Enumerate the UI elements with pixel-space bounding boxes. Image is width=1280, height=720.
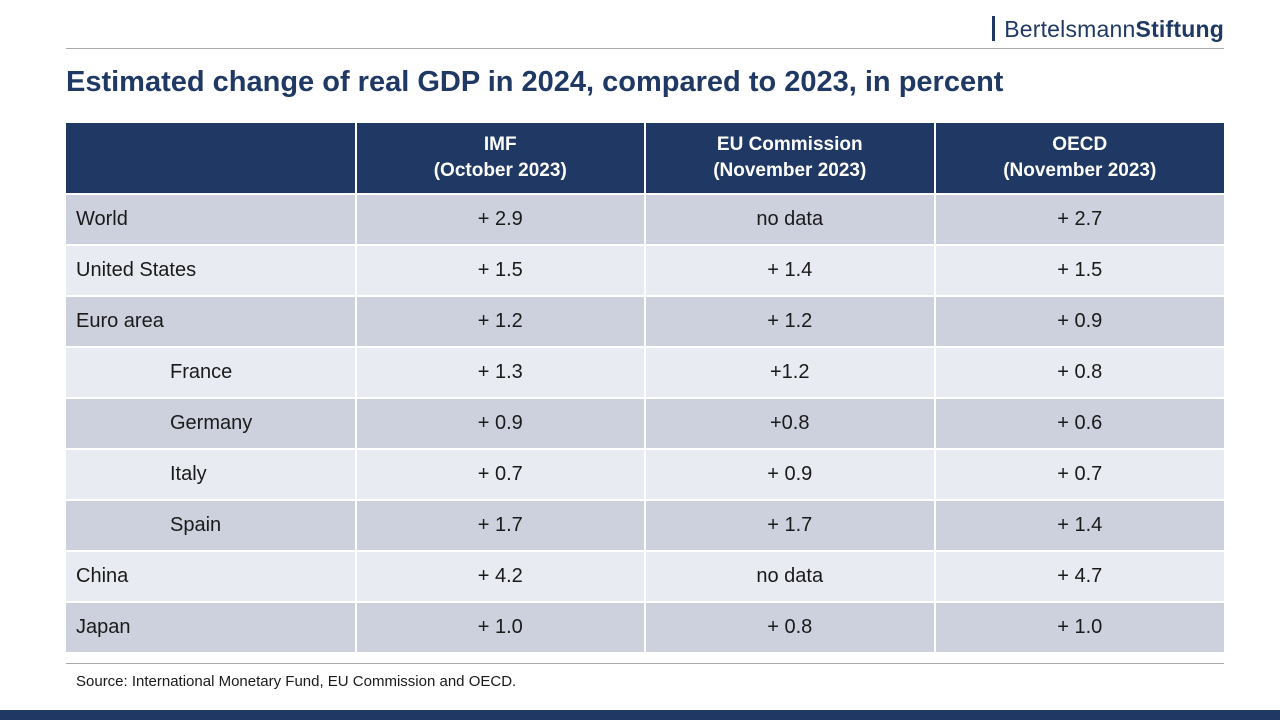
- cell-value: + 4.7: [933, 549, 1224, 602]
- table-body: World + 2.9 no data + 2.7 United States …: [66, 192, 1224, 652]
- table-row-germany: Germany + 0.9 +0.8 + 0.6: [66, 396, 1224, 449]
- cell-value: + 0.9: [644, 447, 935, 500]
- bertelsmann-stiftung-logo: BertelsmannStiftung: [992, 16, 1224, 43]
- column-header-eu-commission: EU Commission (November 2023): [644, 123, 935, 194]
- logo-text-regular: Bertelsmann: [1004, 16, 1136, 42]
- cell-value: + 1.5: [354, 243, 645, 296]
- column-header-imf: IMF (October 2023): [354, 123, 645, 194]
- row-label: Italy: [66, 447, 356, 500]
- bottom-accent-bar: [0, 710, 1280, 720]
- row-label: France: [66, 345, 356, 398]
- column-header-line1: OECD: [1052, 134, 1108, 156]
- cell-value: + 0.8: [644, 600, 935, 652]
- table-row-euro-area: Euro area + 1.2 + 1.2 + 0.9: [66, 294, 1224, 347]
- column-header-line1: IMF: [483, 134, 517, 156]
- row-label: United States: [66, 243, 356, 296]
- table-row-world: World + 2.9 no data + 2.7: [66, 192, 1224, 245]
- cell-value: + 1.7: [354, 498, 645, 551]
- column-header-line2: (October 2023): [433, 159, 567, 181]
- table-row-italy: Italy + 0.7 + 0.9 + 0.7: [66, 447, 1224, 500]
- cell-value: +1.2: [644, 345, 935, 398]
- cell-value: + 1.4: [933, 498, 1224, 551]
- cell-value: + 0.8: [933, 345, 1224, 398]
- table-header: IMF (October 2023) EU Commission (Novemb…: [66, 123, 1224, 194]
- cell-value: + 1.4: [644, 243, 935, 296]
- row-label: Germany: [66, 396, 356, 449]
- cell-value: + 2.7: [933, 192, 1224, 245]
- slide-content: BertelsmannStiftung Estimated change of …: [66, 0, 1224, 690]
- cell-value: + 2.9: [354, 192, 645, 245]
- cell-value: + 1.7: [644, 498, 935, 551]
- cell-value: + 0.9: [354, 396, 645, 449]
- column-header-oecd: OECD (November 2023): [933, 123, 1224, 194]
- cell-value: no data: [644, 549, 935, 602]
- cell-value: + 1.3: [354, 345, 645, 398]
- cell-value: + 1.2: [354, 294, 645, 347]
- column-header-line2: (November 2023): [713, 159, 867, 181]
- header-row: IMF (October 2023) EU Commission (Novemb…: [66, 123, 1224, 194]
- header-divider: [66, 48, 1224, 49]
- cell-value: + 0.7: [354, 447, 645, 500]
- row-label: Japan: [66, 600, 356, 652]
- column-header-line2: (November 2023): [1003, 159, 1157, 181]
- logo-row: BertelsmannStiftung: [66, 0, 1224, 46]
- cell-value: + 1.0: [933, 600, 1224, 652]
- empty-header-cell: [66, 123, 356, 194]
- cell-value: + 0.6: [933, 396, 1224, 449]
- cell-value: + 4.2: [354, 549, 645, 602]
- cell-value: + 0.7: [933, 447, 1224, 500]
- gdp-table: IMF (October 2023) EU Commission (Novemb…: [66, 123, 1224, 652]
- row-label: Spain: [66, 498, 356, 551]
- row-label: World: [66, 192, 356, 245]
- table-row-france: France + 1.3 +1.2 + 0.8: [66, 345, 1224, 398]
- page-title: Estimated change of real GDP in 2024, co…: [66, 66, 1004, 98]
- row-label: China: [66, 549, 356, 602]
- column-header-line1: EU Commission: [716, 134, 863, 156]
- logo-text-bold: Stiftung: [1135, 16, 1224, 42]
- table-row-spain: Spain + 1.7 + 1.7 + 1.4: [66, 498, 1224, 551]
- table-row-japan: Japan + 1.0 + 0.8 + 1.0: [66, 600, 1224, 652]
- cell-value: + 1.5: [933, 243, 1224, 296]
- footer-divider: [66, 662, 1224, 664]
- cell-value: + 1.0: [354, 600, 645, 652]
- row-label: Euro area: [66, 294, 356, 347]
- table-row-china: China + 4.2 no data + 4.7: [66, 549, 1224, 602]
- cell-value: + 1.2: [644, 294, 935, 347]
- source-note: Source: International Monetary Fund, EU …: [76, 672, 517, 690]
- table-row-united-states: United States + 1.5 + 1.4 + 1.5: [66, 243, 1224, 296]
- cell-value: + 0.9: [933, 294, 1224, 347]
- cell-value: +0.8: [644, 396, 935, 449]
- logo-bar-icon: [992, 16, 996, 41]
- cell-value: no data: [644, 192, 935, 245]
